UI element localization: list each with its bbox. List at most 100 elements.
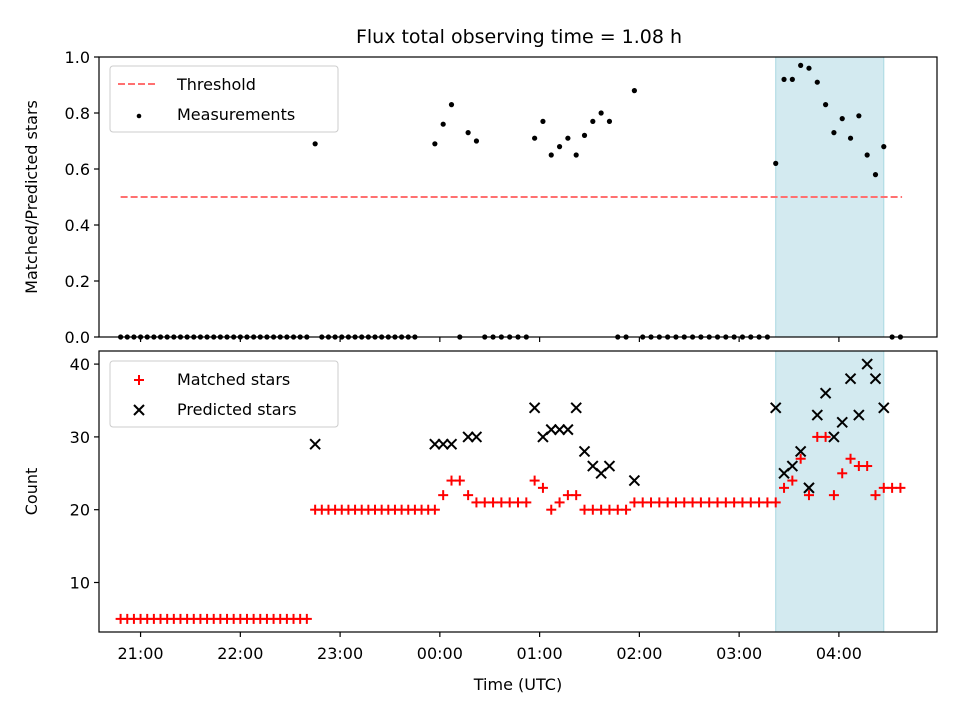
ratio-legend: Threshold Measurements: [109, 65, 339, 133]
matched-point: [870, 490, 881, 501]
matched-point: [521, 497, 532, 508]
predicted-point: [628, 474, 641, 487]
x-tick-label: 00:00: [417, 644, 463, 663]
predicted-point: [578, 445, 591, 458]
matched-point: [803, 490, 814, 501]
measurement-point: [773, 160, 779, 166]
measurement-point: [532, 135, 538, 141]
legend-threshold-label: Threshold: [176, 75, 256, 94]
y-tick-label: 0.8: [65, 104, 90, 123]
measurement-point: [839, 116, 845, 122]
predicted-point: [603, 460, 616, 472]
legend-predicted-label: Predicted stars: [177, 400, 297, 419]
legend-measurements-label: Measurements: [177, 105, 295, 124]
measurement-point: [814, 79, 820, 85]
measurement-point: [590, 118, 596, 124]
measurement-point: [631, 88, 637, 94]
predicted-point: [844, 372, 857, 385]
matched-point: [463, 490, 474, 501]
x-tick-label: 21:00: [118, 644, 164, 663]
x-axis-label: Time (UTC): [473, 675, 562, 694]
predicted-point: [545, 423, 557, 436]
matched-point: [820, 431, 831, 442]
predicted-point: [861, 358, 873, 370]
measurement-point: [548, 152, 554, 158]
predicted-point: [462, 431, 474, 443]
y-tick-label: 30: [70, 428, 90, 447]
predicted-point: [562, 423, 574, 436]
predicted-point: [309, 438, 321, 450]
matched-point: [537, 482, 548, 493]
y-tick-label: 0.6: [65, 160, 90, 179]
y-tick-label: 40: [70, 355, 90, 374]
matched-point: [795, 453, 806, 464]
matched-point: [828, 490, 839, 501]
legend-predicted-swatch: [133, 404, 145, 416]
x-tick-label: 03:00: [716, 644, 762, 663]
predicted-point: [445, 438, 458, 450]
matched-point: [454, 475, 465, 486]
predicted-point: [878, 402, 890, 414]
ratio-x-axis: [139, 337, 840, 342]
predicted-point: [786, 460, 799, 472]
measurement-point: [573, 152, 579, 158]
y-tick-label: 0.0: [65, 328, 90, 347]
measurement-point: [432, 141, 438, 147]
matched-point: [554, 497, 565, 508]
predicted-point: [770, 402, 782, 414]
matched-point: [862, 461, 873, 472]
measurement-point: [856, 113, 862, 119]
ratio-y-axis: 0.0 0.2 0.4 0.6 0.8 1.0: [65, 48, 99, 347]
x-tick-label: 22:00: [217, 644, 263, 663]
predicted-point: [437, 438, 449, 450]
measurement-point: [606, 118, 613, 124]
measurement-point: [556, 144, 563, 150]
y-tick-label: 20: [70, 501, 90, 520]
count-legend: Matched stars Predicted stars: [109, 360, 339, 428]
count-y-axis: 10 20 30 40: [70, 355, 99, 592]
count-panel: 10 20 30 40 21:00 22:00 23:00 00:00 01:00 02:00 0…: [22, 350, 938, 694]
x-tick-label: 01:00: [517, 644, 563, 663]
chart-title: Flux total observing time = 1.08 h: [356, 26, 682, 48]
count-legend-box: [109, 360, 339, 428]
measurement-point: [565, 135, 571, 141]
y-tick-label: 1.0: [65, 48, 90, 67]
predicted-point: [570, 402, 582, 414]
predicted-point: [869, 372, 882, 385]
legend-x-marker: [133, 404, 145, 416]
ratio-y-axis-label: Matched/Predicted stars: [22, 100, 41, 294]
matched-point: [845, 453, 856, 464]
ratio-legend-box: [109, 65, 339, 133]
legend-matched-swatch: [134, 375, 144, 385]
x-tick-label: 02:00: [616, 644, 662, 663]
count-x-axis: 21:00 22:00 23:00 00:00 01:00 02:00 03:00 04:00: [118, 632, 862, 663]
matched-point: [787, 475, 798, 486]
measurement-point: [465, 130, 471, 136]
measurement-point: [598, 110, 604, 116]
measurement-point: [473, 138, 480, 144]
matched-point: [546, 504, 557, 515]
measurement-point: [806, 65, 812, 71]
measurement-point: [440, 121, 446, 127]
predicted-point: [836, 416, 848, 429]
matched-point: [621, 504, 632, 515]
count-y-axis-label: Count: [22, 468, 41, 516]
matched-point: [438, 490, 449, 501]
predicted-point: [553, 423, 566, 436]
matched-point: [529, 475, 540, 486]
predicted-point: [819, 387, 832, 399]
legend-matched-label: Matched stars: [177, 370, 290, 389]
predicted-point: [429, 438, 441, 450]
y-tick-label: 0.4: [65, 216, 90, 235]
ratio-panel: 0.0 0.2 0.4 0.6 0.8 1.0 Matched/Predicted sta…: [22, 48, 938, 347]
predicted-point: [811, 409, 823, 421]
matched-point: [429, 504, 440, 515]
predicted-point: [828, 431, 840, 443]
measurement-point: [540, 118, 546, 124]
measurement-point: [798, 62, 804, 68]
ratio-axes-frame: [98, 56, 938, 338]
measurement-point: [872, 172, 879, 178]
predicted-point: [803, 482, 815, 494]
matched-point: [770, 497, 781, 508]
predicted-point: [794, 445, 807, 458]
